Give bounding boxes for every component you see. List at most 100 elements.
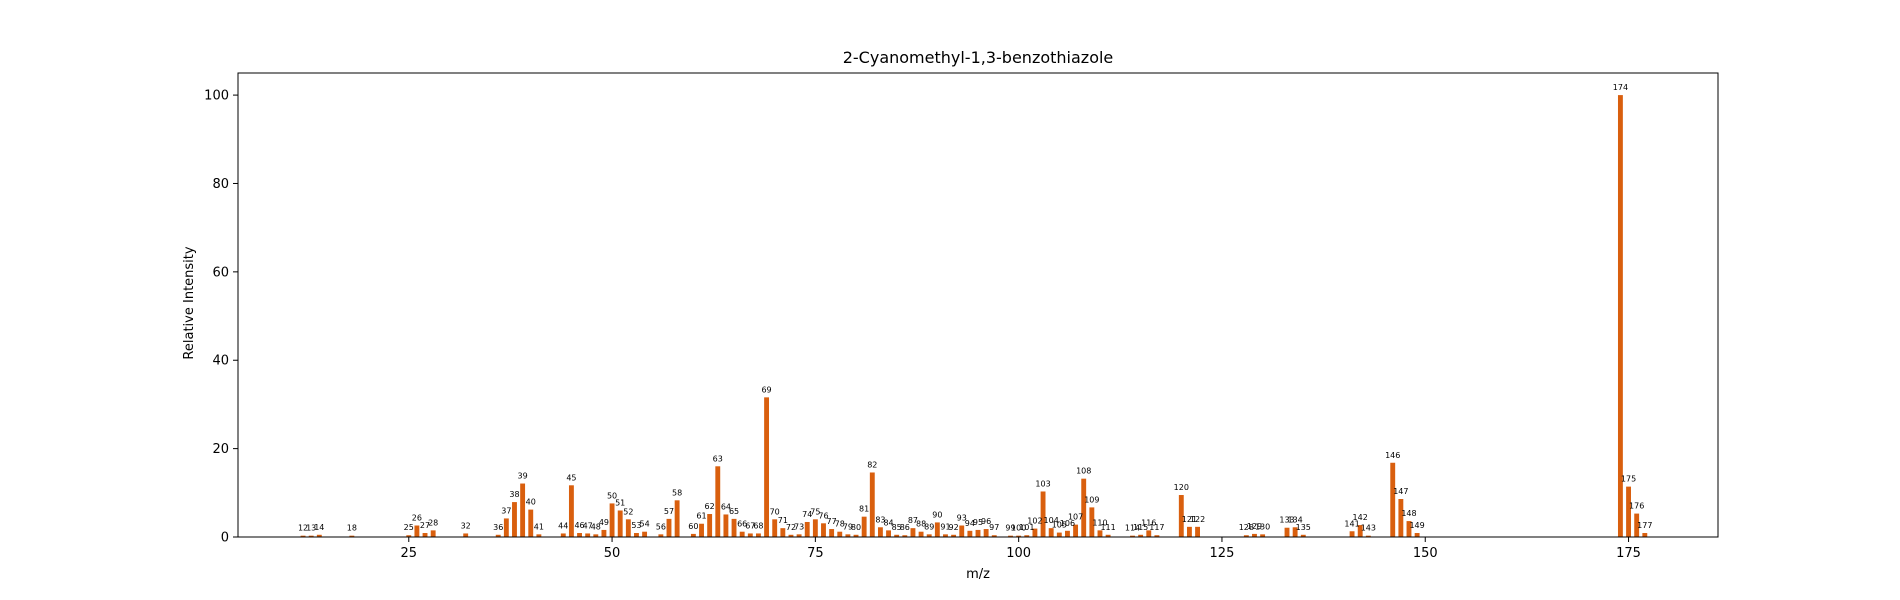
bar-mz-149 — [1414, 533, 1420, 537]
bar-mz-78 — [837, 531, 843, 537]
data-label-mz-45: 45 — [566, 473, 576, 482]
data-label-mz-102: 102 — [1027, 517, 1042, 526]
data-label-mz-90: 90 — [932, 510, 942, 519]
bar-mz-109 — [1089, 507, 1095, 537]
x-tick-label: 175 — [1616, 546, 1641, 561]
bar-mz-95 — [975, 529, 981, 537]
x-tick-label: 25 — [400, 546, 417, 561]
data-label-mz-68: 68 — [753, 521, 763, 530]
data-label-mz-69: 69 — [761, 385, 771, 394]
data-label-mz-57: 57 — [664, 507, 674, 516]
bar-mz-44 — [560, 533, 566, 537]
data-label-mz-67: 67 — [745, 521, 755, 530]
bar-mz-66 — [739, 531, 745, 537]
data-label-mz-89: 89 — [924, 522, 934, 531]
data-label-mz-74: 74 — [802, 510, 812, 519]
data-label-mz-147: 147 — [1393, 487, 1408, 496]
data-label-mz-85: 85 — [892, 523, 902, 532]
data-label-mz-12: 12 — [298, 524, 308, 533]
bar-mz-36 — [495, 534, 501, 537]
y-tick-label: 100 — [204, 89, 229, 104]
bar-mz-174 — [1617, 95, 1623, 537]
bars-layer — [300, 95, 1648, 537]
data-label-mz-40: 40 — [526, 498, 536, 507]
bar-mz-14 — [316, 534, 322, 537]
data-label-mz-13: 13 — [306, 524, 316, 533]
data-label-mz-117: 117 — [1149, 523, 1164, 532]
bar-mz-38 — [512, 502, 517, 537]
data-label-mz-14: 14 — [314, 523, 324, 532]
bar-mz-88 — [918, 531, 924, 537]
data-label-mz-110: 110 — [1092, 518, 1107, 527]
data-label-mz-71: 71 — [778, 516, 788, 525]
data-label-mz-128: 128 — [1239, 523, 1254, 532]
data-label-mz-134: 134 — [1287, 515, 1302, 524]
data-label-mz-107: 107 — [1068, 513, 1083, 522]
bar-mz-114 — [1130, 535, 1135, 537]
data-label-mz-103: 103 — [1035, 479, 1050, 488]
bar-mz-69 — [764, 397, 770, 537]
bar-mz-122 — [1195, 526, 1200, 537]
data-label-mz-129: 129 — [1247, 522, 1262, 531]
data-label-mz-37: 37 — [501, 506, 511, 515]
y-tick-label: 60 — [212, 265, 229, 280]
bar-mz-86 — [902, 535, 908, 537]
data-label-mz-148: 148 — [1401, 509, 1416, 518]
bar-mz-92 — [951, 534, 957, 537]
bar-mz-96 — [983, 529, 989, 537]
data-label-mz-114: 114 — [1125, 524, 1140, 533]
bar-mz-40 — [528, 509, 534, 537]
data-label-mz-60: 60 — [688, 522, 698, 531]
bar-mz-52 — [625, 519, 631, 537]
data-label-mz-54: 54 — [639, 520, 649, 529]
y-tick-label: 80 — [212, 177, 229, 192]
bar-mz-91 — [943, 534, 948, 537]
data-label-mz-86: 86 — [900, 523, 910, 532]
bar-mz-45 — [568, 485, 574, 537]
data-label-mz-141: 141 — [1344, 519, 1359, 528]
x-tick-label: 50 — [604, 546, 621, 561]
data-label-mz-120: 120 — [1174, 483, 1189, 492]
data-label-mz-93: 93 — [957, 514, 967, 523]
data-label-mz-130: 130 — [1255, 522, 1270, 531]
data-label-mz-101: 101 — [1019, 523, 1034, 532]
bar-mz-47 — [585, 533, 591, 537]
bar-mz-87 — [910, 528, 916, 537]
plot-frame — [237, 72, 1719, 538]
data-label-mz-70: 70 — [770, 507, 780, 516]
x-tick-label: 75 — [807, 546, 824, 561]
bar-mz-148 — [1406, 521, 1412, 537]
bar-mz-97 — [991, 535, 997, 537]
bar-mz-143 — [1365, 535, 1371, 537]
bar-mz-48 — [593, 534, 599, 537]
bar-mz-100 — [1016, 535, 1022, 537]
data-label-mz-92: 92 — [949, 523, 959, 532]
bar-mz-147 — [1398, 499, 1404, 537]
data-label-mz-115: 115 — [1133, 523, 1148, 532]
bar-mz-27 — [422, 533, 428, 537]
bar-mz-51 — [617, 510, 623, 537]
chart-title: 2-Cyanomethyl-1,3-benzothiazole — [843, 48, 1114, 67]
data-label-mz-49: 49 — [599, 518, 609, 527]
bar-mz-18 — [349, 535, 355, 537]
bar-mz-99 — [1008, 535, 1013, 537]
bar-mz-32 — [463, 533, 469, 537]
bar-mz-130 — [1260, 534, 1266, 537]
data-label-mz-36: 36 — [493, 523, 503, 532]
bar-mz-142 — [1357, 525, 1363, 537]
bar-mz-120 — [1178, 495, 1184, 537]
data-label-mz-121: 121 — [1182, 515, 1197, 524]
data-label-mz-174: 174 — [1613, 83, 1628, 92]
bar-mz-25 — [406, 535, 412, 537]
data-label-mz-25: 25 — [404, 523, 414, 532]
data-label-mz-108: 108 — [1076, 467, 1091, 476]
bar-mz-93 — [959, 525, 965, 537]
bar-mz-67 — [747, 533, 753, 537]
data-label-mz-97: 97 — [989, 523, 999, 532]
data-label-mz-142: 142 — [1353, 513, 1368, 522]
bar-mz-108 — [1081, 478, 1087, 537]
bar-mz-135 — [1300, 534, 1306, 537]
data-label-mz-62: 62 — [705, 502, 715, 511]
bar-mz-82 — [869, 472, 875, 537]
bar-mz-61 — [699, 523, 704, 537]
